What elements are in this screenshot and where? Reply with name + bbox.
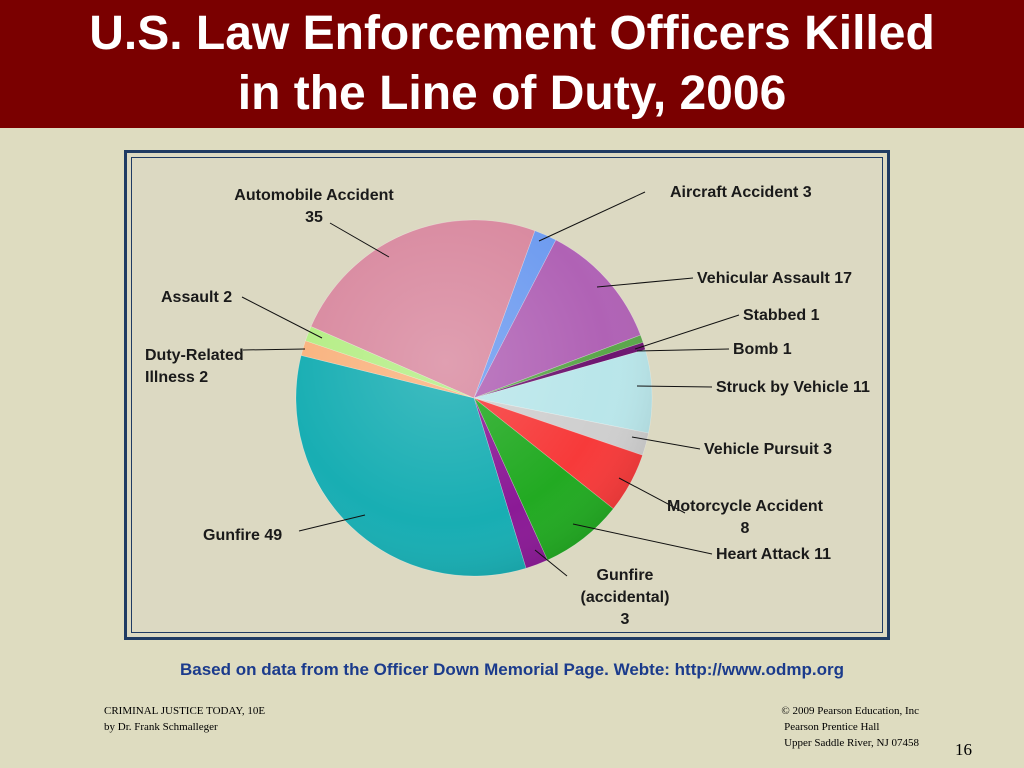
footer-right: © 2009 Pearson Education, Inc Pearson Pr…: [744, 703, 919, 751]
footer-book-title: CRIMINAL JUSTICE TODAY, 10E: [104, 705, 266, 717]
slice-label-8: Gunfire (accidental) 3: [581, 567, 670, 628]
leader-line-0: [538, 191, 646, 242]
slice-label-0: Aircraft Accident 3: [670, 184, 812, 201]
page-number: 16: [955, 740, 972, 759]
footer-address: Upper Saddle River, NJ 07458: [784, 737, 919, 749]
leader-line-12: [329, 222, 390, 258]
leader-line-5: [631, 436, 701, 450]
title-line-2: in the Line of Duty, 2006: [237, 67, 787, 120]
leader-line-2: [634, 314, 740, 350]
slice-label-7: Heart Attack 11: [716, 546, 831, 563]
slice-label-1: Vehicular Assault 17: [697, 270, 852, 287]
slice-label-11: Assault 2: [161, 289, 232, 306]
leader-line-3: [636, 348, 730, 352]
slice-label-9: Gunfire 49: [203, 527, 282, 544]
slice-label-3: Bomb 1: [733, 341, 792, 358]
slice-label-12: Automobile Accident 35: [234, 187, 394, 226]
footer-author: by Dr. Frank Schmalleger: [104, 721, 218, 733]
pie-sheen: [296, 220, 652, 576]
leader-line-11: [241, 296, 323, 339]
source-note: Based on data from the Officer Down Memo…: [180, 660, 844, 679]
footer-left: CRIMINAL JUSTICE TODAY, 10E by Dr. Frank…: [104, 703, 265, 735]
slice-label-6: Motorcycle Accident 8: [667, 498, 824, 537]
leader-line-7: [572, 523, 713, 555]
leader-line-1: [596, 277, 694, 288]
leader-line-8: [534, 549, 568, 577]
title-bar: U.S. Law Enforcement Officers Killed in …: [0, 0, 1024, 128]
slice-label-10: Duty-Related Illness 2: [145, 347, 244, 386]
slice-label-5: Vehicle Pursuit 3: [704, 441, 832, 458]
chart-frame: Aircraft Accident 3 Vehicular Assault 17 S…: [124, 150, 890, 640]
slide-title: U.S. Law Enforcement Officers Killed in …: [0, 4, 1024, 124]
slice-label-2: Stabbed 1: [743, 307, 820, 324]
leader-line-9: [298, 514, 366, 532]
footer-copyright: © 2009 Pearson Education, Inc: [781, 705, 919, 717]
slice-label-4: Struck by Vehicle 11: [716, 379, 870, 396]
leader-line-6: [618, 477, 686, 514]
pie-chart: Aircraft Accident 3 Vehicular Assault 17 S…: [145, 184, 870, 628]
leader-line-4: [636, 385, 713, 388]
title-line-1: U.S. Law Enforcement Officers Killed: [89, 7, 935, 60]
leader-line-10: [242, 348, 306, 351]
footer-publisher: Pearson Prentice Hall: [784, 721, 880, 733]
